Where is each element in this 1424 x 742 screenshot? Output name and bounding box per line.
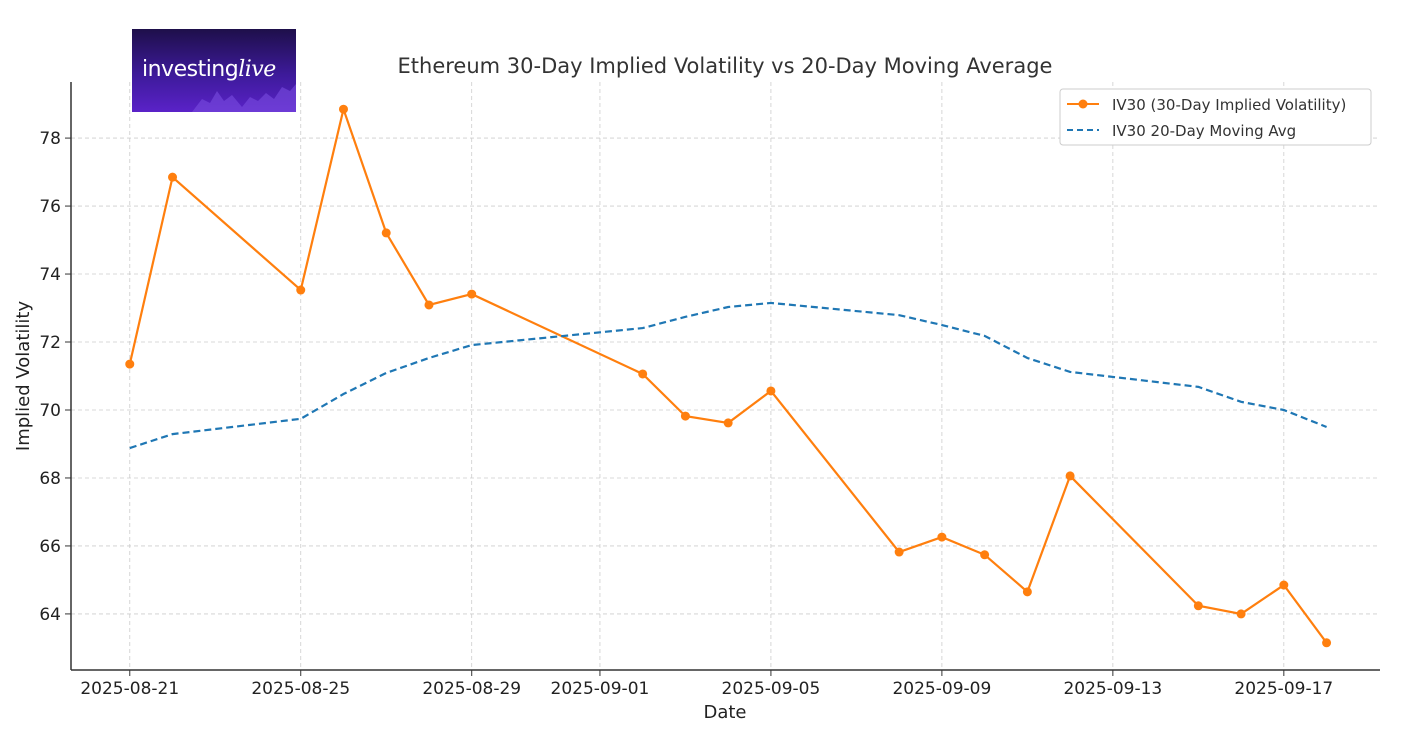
- x-tick-label: 2025-08-29: [422, 679, 521, 699]
- iv30-data-point: [125, 359, 135, 369]
- x-tick-label: 2025-09-05: [722, 679, 821, 699]
- series-lines: [125, 104, 1332, 648]
- iv30-data-point: [1279, 580, 1289, 590]
- iv30-data-point: [296, 285, 306, 295]
- y-tick-label: 70: [39, 401, 61, 421]
- iv30-data-point: [381, 228, 391, 238]
- legend-label-iv30: IV30 (30-Day Implied Volatility): [1112, 96, 1346, 114]
- iv30-data-point: [723, 418, 733, 428]
- iv30-data-point: [680, 411, 690, 421]
- x-tick-label: 2025-09-01: [551, 679, 650, 699]
- iv30-data-point: [1236, 609, 1246, 619]
- investinglive-logo: investinglive: [132, 29, 296, 112]
- grid: [71, 82, 1380, 670]
- y-tick-label: 66: [39, 537, 61, 557]
- legend-marker-iv30: [1078, 99, 1088, 109]
- x-axis-label: Date: [703, 702, 746, 723]
- x-tick-label: 2025-09-13: [1063, 679, 1162, 699]
- legend-label-ma: IV30 20-Day Moving Avg: [1112, 122, 1296, 140]
- legend-box: [1059, 88, 1372, 146]
- moving-avg-line: [129, 301, 1327, 450]
- iv30-data-point: [338, 104, 348, 114]
- x-tick-label: 2025-08-25: [251, 679, 350, 699]
- iv30-data-point: [1065, 471, 1075, 481]
- y-tick-label: 74: [39, 265, 61, 285]
- iv30-data-point: [168, 172, 178, 182]
- x-tick-label: 2025-09-09: [892, 679, 991, 699]
- iv30-data-point: [894, 547, 904, 557]
- iv30-data-point: [424, 300, 434, 310]
- y-tick-label: 68: [39, 469, 61, 489]
- iv30-data-point: [638, 369, 648, 379]
- iv30-data-point: [980, 550, 990, 560]
- iv30-data-point: [766, 386, 776, 396]
- y-tick-label: 78: [39, 129, 61, 149]
- x-tick-label: 2025-09-17: [1234, 679, 1333, 699]
- legend: IV30 (30-Day Implied Volatility) IV30 20…: [1059, 88, 1372, 146]
- iv30-data-point: [1322, 638, 1332, 648]
- y-axis-label: Implied Volatility: [13, 301, 34, 452]
- iv30-data-point: [937, 532, 947, 542]
- chart-title: Ethereum 30-Day Implied Volatility vs 20…: [398, 54, 1053, 78]
- iv30-line: [128, 105, 1328, 644]
- y-tick-label: 64: [39, 605, 61, 625]
- iv30-data-point: [1022, 587, 1032, 597]
- y-tick-label: 72: [39, 333, 61, 353]
- iv30-data-point: [1193, 601, 1203, 611]
- x-tick-label: 2025-08-21: [80, 679, 179, 699]
- axes: 64 66 68 70 72 74 76 78 2025-08-21 2025-08-25 2025…: [39, 82, 1380, 699]
- iv30-data-point: [467, 289, 477, 299]
- y-tick-label: 76: [39, 197, 61, 217]
